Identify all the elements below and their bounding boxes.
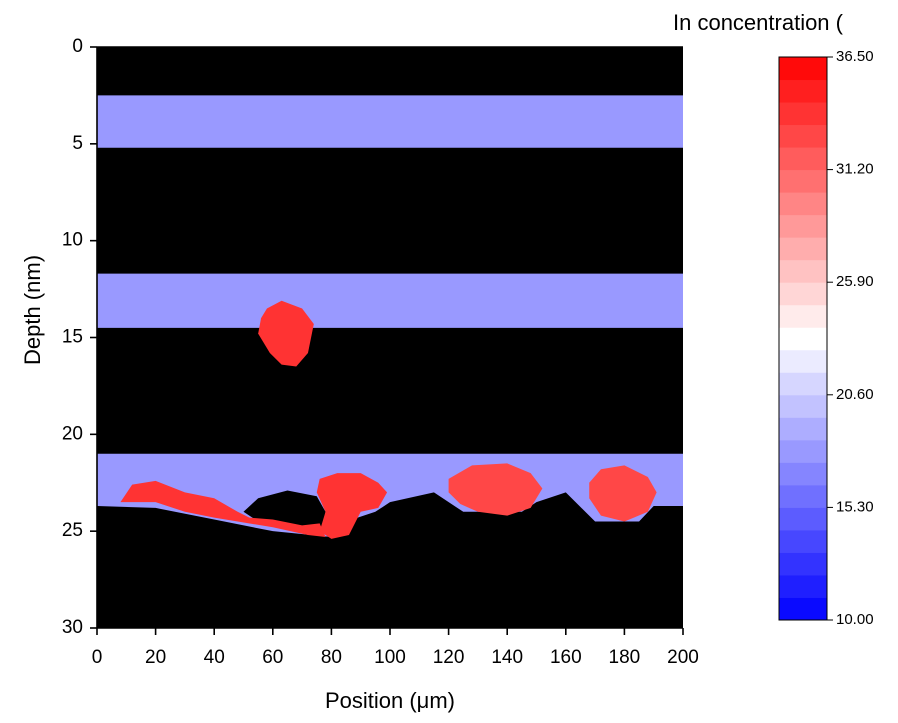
y-tick-label: 25: [62, 520, 83, 541]
y-axis-label: Depth (nm): [20, 255, 45, 365]
colorbar-frame: [778, 56, 828, 621]
colorbar-step: [779, 192, 827, 216]
colorbar-tick-label: 25.90: [836, 273, 874, 290]
colorbar-step: [779, 507, 827, 531]
colorbar-tick-label: 31.20: [836, 161, 874, 178]
x-tick-label: 20: [145, 647, 166, 668]
x-tick-label: 0: [92, 647, 103, 668]
colorbar-step: [779, 372, 827, 396]
colorbar-step: [779, 79, 827, 103]
colorbar-step: [779, 529, 827, 553]
x-tick-label: 180: [609, 647, 641, 668]
chart-title: In concentration (: [673, 10, 844, 35]
concentration-region: [316, 473, 388, 539]
colorbar-step: [779, 282, 827, 306]
colorbar-step: [779, 169, 827, 193]
colorbar-step: [779, 102, 827, 126]
concentration-region: [120, 480, 326, 537]
x-tick-label: 80: [321, 647, 342, 668]
concentration-region: [589, 465, 657, 522]
colorbar-step: [779, 349, 827, 373]
y-tick-label: 0: [72, 36, 83, 57]
x-tick-label: 120: [433, 647, 465, 668]
colorbar-step: [779, 259, 827, 283]
colorbar-step: [779, 574, 827, 598]
colorbar-step: [779, 214, 827, 238]
colorbar-step: [779, 597, 827, 621]
x-tick-label: 40: [204, 647, 225, 668]
concentration-region: [97, 273, 683, 328]
colorbar-step: [779, 237, 827, 261]
concentration-region: [448, 463, 543, 516]
x-tick-label: 140: [491, 647, 523, 668]
x-axis-label: Position (μm): [325, 688, 455, 713]
concentration-region: [258, 300, 314, 367]
y-tick-label: 30: [62, 617, 83, 638]
y-tick-label: 10: [62, 230, 83, 251]
y-tick-label: 15: [62, 327, 83, 348]
concentration-region: [97, 95, 683, 148]
x-tick-label: 60: [262, 647, 283, 668]
colorbar-step: [779, 304, 827, 328]
x-tick-label: 160: [550, 647, 582, 668]
y-tick-label: 20: [62, 423, 83, 444]
colorbar-tick-label: 20.60: [836, 386, 874, 403]
colorbar-tick-label: 10.00: [836, 611, 874, 628]
colorbar-step: [779, 439, 827, 463]
x-tick-label: 200: [667, 647, 699, 668]
colorbar-step: [779, 394, 827, 418]
colorbar-step: [779, 327, 827, 351]
colorbar-step: [779, 552, 827, 576]
colorbar-step: [779, 462, 827, 486]
colorbar-step: [779, 124, 827, 148]
colorbar-step: [779, 57, 827, 81]
colorbar-step: [779, 147, 827, 171]
colorbar-step: [779, 484, 827, 508]
y-tick-label: 5: [72, 133, 83, 154]
colorbar-tick-label: 15.30: [836, 498, 874, 515]
x-tick-label: 100: [374, 647, 406, 668]
colorbar-step: [779, 417, 827, 441]
colorbar-tick-label: 36.50: [836, 48, 874, 65]
